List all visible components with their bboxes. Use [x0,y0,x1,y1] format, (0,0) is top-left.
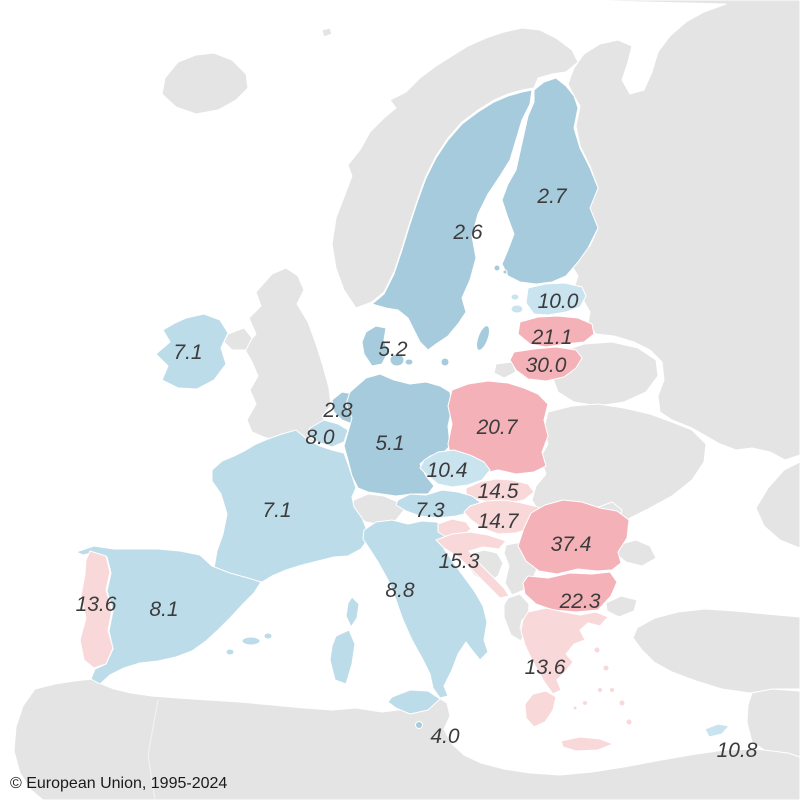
country-estonia-saaremaa [510,304,524,314]
land-norway [331,27,579,309]
country-portugal [79,550,114,669]
country-bulgaria [522,571,618,613]
value-label-netherlands: 2.8 [322,399,353,422]
value-label-poland: 20.7 [476,416,519,439]
country-cyprus [704,723,730,738]
country-spain [75,545,262,685]
country-italy-sardinia [329,629,356,685]
country-croatia [435,531,510,599]
country-lithuania [509,346,583,382]
country-greece-peloponnese [524,690,557,728]
country-poland [447,380,549,475]
country-france-corsica [345,596,360,628]
country-greece-island2 [602,664,610,672]
country-romania [517,499,630,575]
country-greece-island5 [572,705,578,711]
value-label-ireland: 7.1 [173,341,202,364]
country-greece-crete [560,736,614,752]
value-label-slovakia: 14.5 [478,480,519,503]
country-finland-aland [493,264,501,272]
land-turkey-thrace [605,595,638,618]
value-label-portugal: 13.6 [76,593,117,616]
value-label-estonia: 10.0 [538,290,579,313]
country-germany [343,373,453,497]
country-italy-sicily [387,689,441,715]
country-finland [501,77,599,285]
value-label-croatia: 15.3 [439,550,480,573]
country-finland-aland2 [502,269,508,275]
country-latvia [517,315,595,348]
value-label-romania: 37.4 [551,533,592,556]
land-kaliningrad [493,361,517,379]
country-estonia-hiiumaa [510,293,520,301]
value-label-latvia: 21.1 [531,326,573,349]
value-label-cyprus: 10.8 [717,739,758,762]
country-greece-rhodes [625,718,633,726]
country-greece-island4 [582,700,588,706]
value-label-finland: 2.7 [536,185,568,208]
value-label-sweden: 2.6 [452,221,483,244]
value-label-lithuania: 30.0 [526,354,567,377]
value-label-bulgaria: 22.3 [559,590,601,613]
value-label-spain: 8.1 [149,598,178,621]
land-caucasus [755,461,800,549]
country-denmark-zealand [389,353,405,367]
country-denmark-funen [404,358,414,366]
country-sweden [371,89,533,351]
value-label-france: 7.1 [262,499,291,522]
value-label-denmark: 5.2 [378,338,408,361]
country-denmark-bornholm [440,357,450,367]
value-label-germany: 5.1 [375,432,404,455]
country-spain-menorca [263,632,273,640]
country-value-labels: 2.7 2.6 10.0 21.1 30.0 5.2 7.1 2.8 8.0 5.1 20.7 10.… [76,185,758,762]
africa-internal-border [147,699,159,800]
country-sweden-gotland [476,325,490,351]
country-malta [415,721,423,729]
country-spain-mallorca [241,636,261,646]
country-greece-island6 [609,687,615,693]
country-greece-island3 [597,687,603,693]
value-label-malta: 4.0 [430,725,460,748]
value-label-italy: 8.8 [385,579,415,602]
country-ireland [155,313,229,390]
country-greece-island7 [618,699,626,707]
land-north-africa [13,678,800,800]
value-label-austria: 7.3 [415,499,445,522]
country-czechia [419,449,491,488]
eu-member-states [75,77,730,752]
country-spain-ibiza [225,648,235,656]
country-denmark [361,325,389,367]
value-label-greece: 13.6 [525,656,566,679]
country-greece-island1 [593,646,601,654]
value-label-hungary: 14.7 [478,510,520,533]
country-belgium [307,419,349,448]
copyright-notice: © European Union, 1995-2024 [10,775,227,792]
land-faroe [321,27,333,38]
value-label-belgium: 8.0 [305,426,335,449]
land-iceland [161,52,249,115]
country-greece [520,607,609,695]
value-label-czechia: 10.4 [427,459,468,482]
country-estonia [525,282,587,316]
